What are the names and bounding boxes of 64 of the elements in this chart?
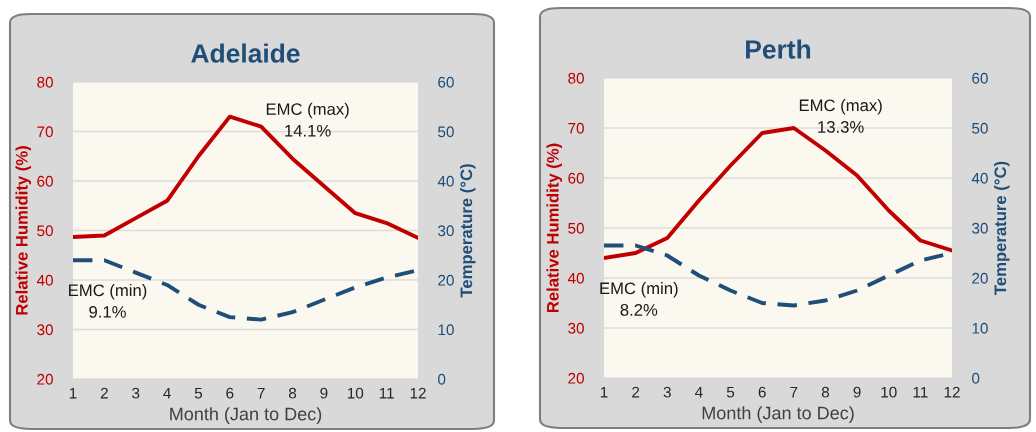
annotation: EMC (min) 9.1% <box>69 283 147 318</box>
y2-tick-label: 20 <box>438 274 454 286</box>
x-tick-label: 1 <box>600 386 608 398</box>
y2-tick-label: 30 <box>972 222 988 234</box>
x-tick-label: 6 <box>758 386 766 398</box>
x-tick-label: 4 <box>163 387 171 399</box>
x-axis-title: Month (Jan to Dec) <box>170 407 322 424</box>
x-tick-label: 3 <box>663 386 671 398</box>
x-tick-label: 12 <box>944 386 960 398</box>
x-tick-label: 11 <box>913 386 928 398</box>
chart-title: Adelaide <box>191 43 300 63</box>
x-tick-label: 9 <box>320 387 328 399</box>
x-tick-label: 10 <box>881 386 897 398</box>
x-tick-label: 5 <box>194 387 203 399</box>
x-tick-label: 8 <box>288 387 297 399</box>
y-tick-label: 70 <box>568 122 584 134</box>
y-tick-label: 50 <box>568 222 584 234</box>
x-tick-label: 11 <box>379 387 394 399</box>
x-tick-label: 3 <box>132 387 140 399</box>
y-tick-label: 70 <box>37 126 53 138</box>
y2-tick-label: 20 <box>972 272 988 284</box>
annotation: EMC (min) 8.2% <box>600 282 678 316</box>
chart-title: Perth <box>746 39 811 59</box>
y2-tick-label: 50 <box>438 126 454 138</box>
y2-tick-label: 40 <box>437 175 454 187</box>
annotation: EMC (max) 14.1% <box>266 102 349 137</box>
x-tick-label: 1 <box>69 387 77 399</box>
y2-tick-label: 60 <box>438 76 454 88</box>
y-tick-label: 80 <box>37 76 53 88</box>
x-tick-label: 12 <box>410 387 426 399</box>
y-tick-label: 40 <box>567 272 584 284</box>
y2-tick-label: 10 <box>972 322 988 334</box>
y2-tick-label: 0 <box>972 372 980 384</box>
y-tick-label: 30 <box>568 322 584 334</box>
x-axis-title: Month (Jan to Dec) <box>702 406 854 423</box>
x-tick-label: 5 <box>726 386 735 398</box>
y-tick-label: 20 <box>37 373 53 385</box>
x-tick-label: 7 <box>257 387 265 399</box>
y-tick-label: 80 <box>568 72 584 84</box>
x-tick-label: 8 <box>821 386 830 398</box>
y2-tick-label: 40 <box>971 172 988 184</box>
x-tick-label: 9 <box>853 386 861 398</box>
y-tick-label: 30 <box>37 324 53 336</box>
y-tick-label: 40 <box>36 274 53 286</box>
y2-tick-label: 30 <box>438 225 454 237</box>
x-tick-label: 2 <box>632 386 640 398</box>
y-tick-label: 60 <box>37 175 53 187</box>
y2-tick-label: 0 <box>438 373 446 385</box>
x-tick-label: 7 <box>790 386 798 398</box>
x-tick-label: 6 <box>226 387 234 399</box>
x-tick-label: 4 <box>695 386 703 398</box>
y2-axis-title: Temperature (°C) <box>993 161 1010 295</box>
x-tick-label: 2 <box>100 387 108 399</box>
x-tick-label: 10 <box>347 387 364 399</box>
y2-tick-label: 60 <box>972 72 988 84</box>
y2-axis-title: Temperature (°C) <box>459 164 476 298</box>
y-tick-label: 50 <box>37 225 53 237</box>
y2-tick-label: 50 <box>972 122 988 134</box>
y-tick-label: 20 <box>568 372 584 384</box>
y-axis-title: Relative Humidity (%) <box>15 146 32 315</box>
y2-tick-label: 10 <box>438 324 454 336</box>
y-tick-label: 60 <box>568 172 584 184</box>
annotation: EMC (max) 13.3% <box>799 99 882 133</box>
y-axis-title: Relative Humidity (%) <box>546 143 563 313</box>
